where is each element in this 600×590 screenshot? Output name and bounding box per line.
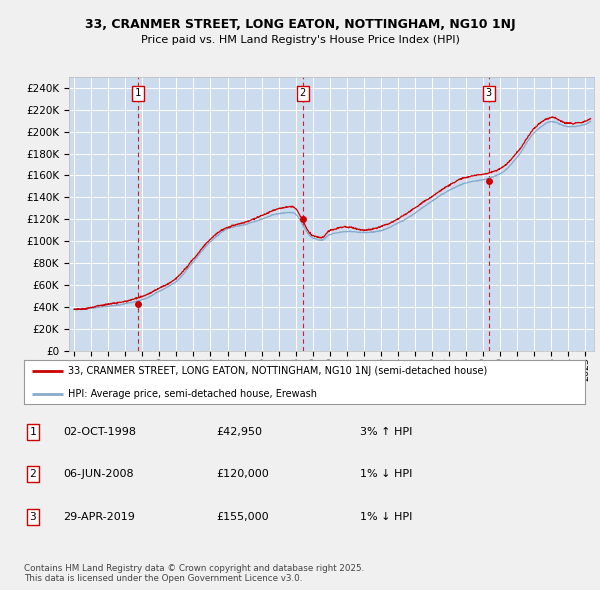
- Text: 1% ↓ HPI: 1% ↓ HPI: [360, 512, 412, 522]
- Text: Price paid vs. HM Land Registry's House Price Index (HPI): Price paid vs. HM Land Registry's House …: [140, 35, 460, 45]
- Text: Contains HM Land Registry data © Crown copyright and database right 2025.
This d: Contains HM Land Registry data © Crown c…: [24, 563, 364, 583]
- Text: 29-APR-2019: 29-APR-2019: [63, 512, 135, 522]
- Text: 2: 2: [29, 470, 37, 479]
- Text: £155,000: £155,000: [216, 512, 269, 522]
- Text: 06-JUN-2008: 06-JUN-2008: [63, 470, 134, 479]
- Text: £42,950: £42,950: [216, 427, 262, 437]
- Text: 33, CRANMER STREET, LONG EATON, NOTTINGHAM, NG10 1NJ: 33, CRANMER STREET, LONG EATON, NOTTINGH…: [85, 18, 515, 31]
- Text: 3: 3: [486, 88, 492, 98]
- Text: 1: 1: [135, 88, 141, 98]
- Text: 3: 3: [29, 512, 37, 522]
- Text: £120,000: £120,000: [216, 470, 269, 479]
- Text: 33, CRANMER STREET, LONG EATON, NOTTINGHAM, NG10 1NJ (semi-detached house): 33, CRANMER STREET, LONG EATON, NOTTINGH…: [68, 366, 487, 376]
- Text: 1: 1: [29, 427, 37, 437]
- Text: HPI: Average price, semi-detached house, Erewash: HPI: Average price, semi-detached house,…: [68, 389, 317, 398]
- Text: 3% ↑ HPI: 3% ↑ HPI: [360, 427, 412, 437]
- Text: 1% ↓ HPI: 1% ↓ HPI: [360, 470, 412, 479]
- Text: 02-OCT-1998: 02-OCT-1998: [63, 427, 136, 437]
- Text: 2: 2: [300, 88, 306, 98]
